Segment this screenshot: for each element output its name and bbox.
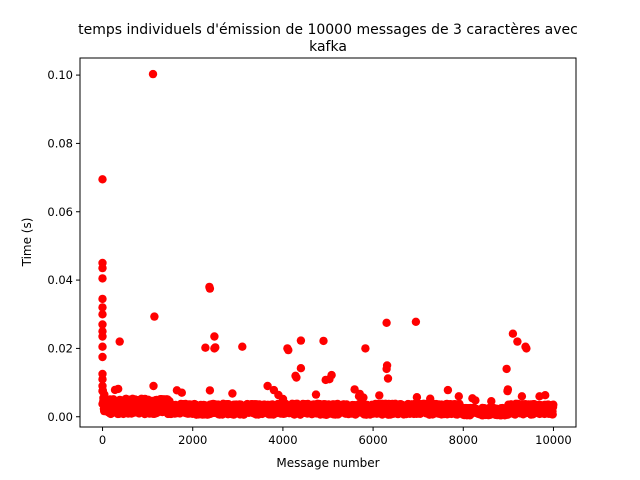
y-axis-ticks: 0.00 0.02 0.04 0.06 0.08 0.10 bbox=[47, 68, 80, 424]
data-point bbox=[487, 397, 496, 406]
x-tick-label: 10000 bbox=[535, 433, 572, 447]
data-point bbox=[361, 344, 370, 353]
x-tick-label: 4000 bbox=[268, 433, 297, 447]
data-point bbox=[150, 312, 159, 321]
data-point bbox=[201, 343, 210, 352]
data-point bbox=[98, 175, 107, 184]
data-point bbox=[238, 342, 247, 351]
data-point bbox=[517, 392, 527, 401]
data-point bbox=[205, 386, 215, 395]
data-point bbox=[114, 384, 123, 394]
plot-area-frame bbox=[79, 57, 577, 428]
data-point bbox=[115, 337, 124, 346]
data-point bbox=[98, 332, 107, 341]
data-point bbox=[359, 393, 368, 402]
x-tick-label: 0 bbox=[99, 433, 106, 447]
data-points bbox=[98, 69, 558, 420]
data-point bbox=[98, 352, 107, 362]
y-tick-label: 0.02 bbox=[47, 341, 73, 355]
data-point bbox=[513, 337, 522, 346]
y-axis-label: Time (s) bbox=[20, 218, 34, 268]
chart-title-line-2: kafka bbox=[309, 39, 347, 55]
data-point bbox=[99, 393, 108, 403]
data-point bbox=[98, 294, 107, 304]
data-point bbox=[327, 370, 336, 380]
data-point bbox=[98, 375, 107, 384]
data-point bbox=[149, 381, 158, 391]
data-point bbox=[383, 374, 393, 383]
data-point bbox=[454, 392, 463, 401]
y-tick-label: 0.10 bbox=[47, 68, 73, 82]
x-axis-ticks: 0 2000 4000 6000 8000 10000 bbox=[99, 427, 572, 447]
data-point bbox=[205, 284, 215, 293]
data-point bbox=[502, 364, 511, 374]
data-point bbox=[210, 344, 219, 353]
data-point bbox=[541, 391, 550, 400]
data-point bbox=[210, 332, 219, 341]
data-point bbox=[503, 386, 512, 396]
x-axis-label: Message number bbox=[276, 456, 379, 470]
data-point bbox=[98, 342, 107, 351]
data-point bbox=[98, 320, 107, 329]
data-point bbox=[471, 396, 480, 405]
y-tick-label: 0.08 bbox=[47, 136, 73, 150]
data-point bbox=[98, 303, 107, 312]
data-point bbox=[412, 393, 422, 402]
data-point bbox=[382, 364, 391, 374]
data-point bbox=[292, 373, 301, 382]
x-tick-label: 2000 bbox=[178, 433, 207, 447]
data-point bbox=[296, 336, 306, 345]
data-point bbox=[98, 310, 107, 319]
data-point bbox=[311, 390, 321, 399]
data-point bbox=[269, 385, 279, 395]
data-point bbox=[375, 391, 384, 400]
data-point bbox=[263, 381, 272, 391]
data-point bbox=[549, 400, 558, 409]
y-tick-label: 0.04 bbox=[47, 273, 73, 287]
y-tick-label: 0.00 bbox=[47, 410, 73, 424]
data-point bbox=[177, 388, 186, 397]
data-point bbox=[228, 389, 237, 398]
data-point bbox=[319, 336, 328, 346]
data-point bbox=[522, 344, 531, 353]
data-point bbox=[350, 385, 359, 394]
y-tick-label: 0.06 bbox=[47, 205, 73, 219]
data-point bbox=[382, 318, 391, 327]
data-point bbox=[508, 329, 518, 338]
data-point bbox=[443, 385, 453, 395]
data-point bbox=[98, 263, 107, 273]
data-point bbox=[411, 317, 421, 326]
x-tick-label: 6000 bbox=[358, 433, 387, 447]
data-point bbox=[548, 410, 557, 419]
data-point bbox=[284, 345, 293, 355]
data-point bbox=[296, 364, 306, 373]
data-point bbox=[148, 69, 158, 79]
data-point bbox=[98, 274, 107, 283]
chart-title-line-1: temps individuels d'émission de 10000 me… bbox=[78, 22, 578, 38]
x-tick-label: 8000 bbox=[449, 433, 478, 447]
